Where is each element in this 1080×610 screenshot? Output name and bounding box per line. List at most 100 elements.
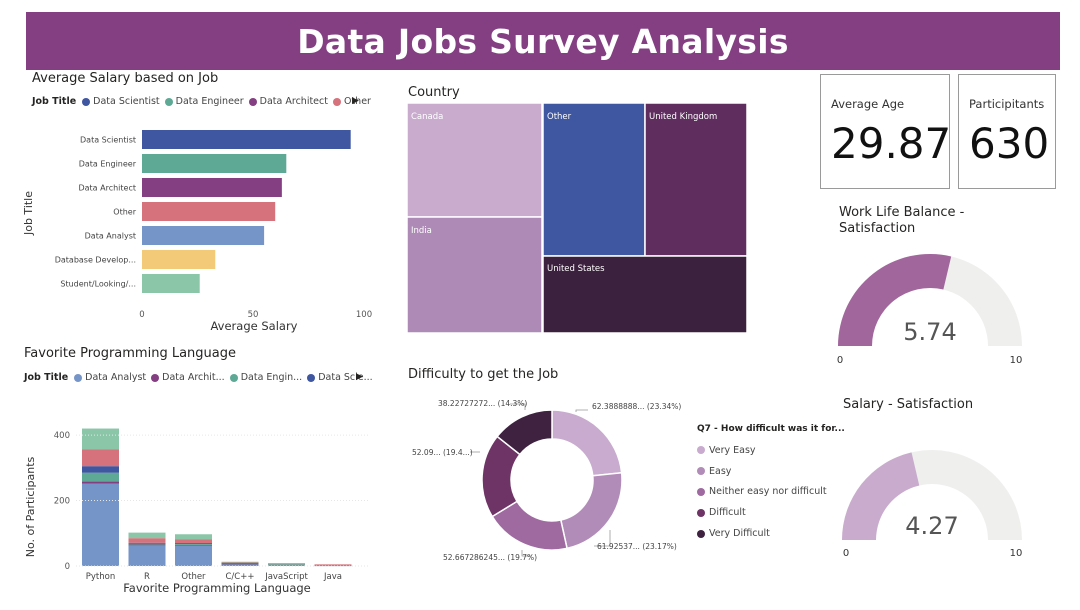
lang-bar-segment[interactable] <box>268 564 305 565</box>
donut-slice[interactable] <box>559 471 623 550</box>
lang-bar-segment[interactable] <box>314 565 352 566</box>
treemap-cell-united-states[interactable] <box>542 255 748 333</box>
dashboard-title: Data Jobs Survey Analysis <box>297 21 789 61</box>
difficulty-legend-item[interactable]: Easy <box>697 461 827 482</box>
difficulty-donut-chart: 62.3888888... (23.34%) 61.92537... (23.1… <box>412 399 681 562</box>
lang-bar-segment[interactable] <box>175 544 212 546</box>
lang-bar-segment[interactable] <box>82 466 119 473</box>
difficulty-legend-item[interactable]: Difficult <box>697 502 827 523</box>
lang-bar-segment[interactable] <box>175 545 212 566</box>
participants-card: Participitants 630 <box>958 74 1056 189</box>
lang-legend-item[interactable]: Data Archit... <box>151 372 225 383</box>
donut-slice[interactable] <box>551 409 623 477</box>
legend-dot-icon <box>332 97 341 106</box>
work-life-gauge: 5.74 0 10 <box>837 254 1023 366</box>
participants-value: 630 <box>969 119 1050 168</box>
donut-slice-label: 38.22727272... (14.3%) <box>438 399 527 408</box>
lang-chart-legend: Job Title Data Analyst Data Archit... Da… <box>24 372 378 383</box>
legend-dot-icon <box>74 373 83 382</box>
salary-legend-item[interactable]: Other <box>332 96 371 107</box>
lang-legend-title: Job Title <box>24 372 69 383</box>
salary-y-axis-label: Job Title <box>22 191 35 236</box>
lang-legend-next-arrow-icon[interactable]: ▶ <box>356 372 363 382</box>
work-life-gauge-max: 10 <box>1010 355 1023 366</box>
lang-legend-item[interactable]: Data Analyst <box>74 372 146 383</box>
lang-bar-segment[interactable] <box>175 534 212 540</box>
lang-legend-item[interactable]: Data Engin... <box>229 372 302 383</box>
lang-bar-segment[interactable] <box>221 561 259 563</box>
donut-slice-label: 61.92537... (23.17%) <box>597 542 677 551</box>
donut-slice-label: 62.3888888... (23.34%) <box>592 402 681 411</box>
lang-legend-item[interactable]: Data Scie... <box>307 372 373 383</box>
lang-bar-segment[interactable] <box>221 564 259 566</box>
lang-bar-segment[interactable] <box>82 481 119 484</box>
salary-gauge-max: 10 <box>1010 548 1023 559</box>
lang-category-label: JavaScript <box>264 572 308 582</box>
legend-dot-icon <box>697 487 705 496</box>
salary-chart-legend: Job Title Data Scientist Data Engineer D… <box>32 96 376 107</box>
lang-bar-segment[interactable] <box>128 545 166 566</box>
lang-bar-segment[interactable] <box>82 428 119 450</box>
lang-bar-segment[interactable] <box>175 543 212 545</box>
legend-dot-icon <box>248 97 257 106</box>
country-treemap: Canada India Other United Kingdom United… <box>407 103 748 333</box>
donut-slice[interactable] <box>496 409 553 456</box>
lang-bar-segment[interactable] <box>175 544 212 545</box>
lang-bar-segment[interactable] <box>128 538 166 543</box>
lang-bar-segment[interactable] <box>82 472 119 482</box>
donut-leader-line <box>575 409 588 412</box>
salary-bar[interactable] <box>142 154 287 173</box>
salary-gauge-value: 4.27 <box>905 512 958 540</box>
salary-legend-item[interactable]: Data Engineer <box>164 96 244 107</box>
salary-bar[interactable] <box>142 130 351 149</box>
legend-dot-icon <box>697 508 705 517</box>
salary-legend-title: Job Title <box>32 96 77 107</box>
lang-bar-segment[interactable] <box>82 449 119 467</box>
work-life-gauge-value: 5.74 <box>903 318 956 346</box>
salary-bar[interactable] <box>142 178 282 197</box>
legend-dot-icon <box>307 373 316 382</box>
lang-category-label: C/C++ <box>226 572 255 582</box>
salary-bar[interactable] <box>142 274 200 293</box>
donut-slice-label: 52.09... (19.4...) <box>412 448 473 457</box>
salary-gauge-title: Salary - Satisfaction <box>843 397 974 412</box>
treemap-cell-united-kingdom[interactable] <box>644 103 748 257</box>
difficulty-legend-item[interactable]: Very Easy <box>697 440 827 461</box>
treemap-label-united-states: United States <box>547 264 605 274</box>
difficulty-chart-title: Difficulty to get the Job <box>408 367 559 382</box>
avg-age-value: 29.87 <box>831 119 952 168</box>
salary-legend-next-arrow-icon[interactable]: ▶ <box>352 96 359 106</box>
salary-bar[interactable] <box>142 202 276 221</box>
lang-bar-segment[interactable] <box>128 544 166 546</box>
treemap-cell-canada[interactable] <box>407 103 543 218</box>
lang-bar-segment[interactable] <box>221 563 259 564</box>
treemap-cell-india[interactable] <box>407 216 543 333</box>
difficulty-legend-title: Q7 - How difficult was it for... <box>697 424 845 434</box>
treemap-cell-other[interactable] <box>542 103 646 257</box>
lang-bar-segment[interactable] <box>314 564 352 566</box>
lang-bar-segment[interactable] <box>221 562 259 564</box>
lang-bar-segment[interactable] <box>82 483 119 566</box>
salary-gauge-fill <box>842 452 920 540</box>
salary-bar[interactable] <box>142 226 265 245</box>
salary-chart-title: Average Salary based on Job <box>32 71 219 86</box>
lang-bar-segment[interactable] <box>128 542 166 544</box>
lang-category-label: Python <box>86 572 115 582</box>
salary-legend-item[interactable]: Data Architect <box>248 96 328 107</box>
lang-bar-segment[interactable] <box>268 564 305 566</box>
lang-bar-segment[interactable] <box>128 543 166 545</box>
treemap-label-other: Other <box>547 112 572 122</box>
avg-age-card: Average Age 29.87 <box>820 74 952 189</box>
lang-bar-segment[interactable] <box>128 532 166 539</box>
donut-leader-line <box>510 403 526 410</box>
lang-bar-segment[interactable] <box>175 539 212 544</box>
lang-bar-segment[interactable] <box>268 563 305 564</box>
salary-category-label: Other <box>113 208 136 217</box>
salary-bar[interactable] <box>142 250 216 269</box>
salary-x-tick: 100 <box>356 310 372 320</box>
salary-x-tick: 0 <box>139 310 144 320</box>
difficulty-legend-item[interactable]: Neither easy nor difficult <box>697 482 827 503</box>
lang-x-axis-label: Favorite Programming Language <box>123 581 311 595</box>
salary-legend-item[interactable]: Data Scientist <box>82 96 160 107</box>
difficulty-legend-item[interactable]: Very Difficult <box>697 523 827 544</box>
